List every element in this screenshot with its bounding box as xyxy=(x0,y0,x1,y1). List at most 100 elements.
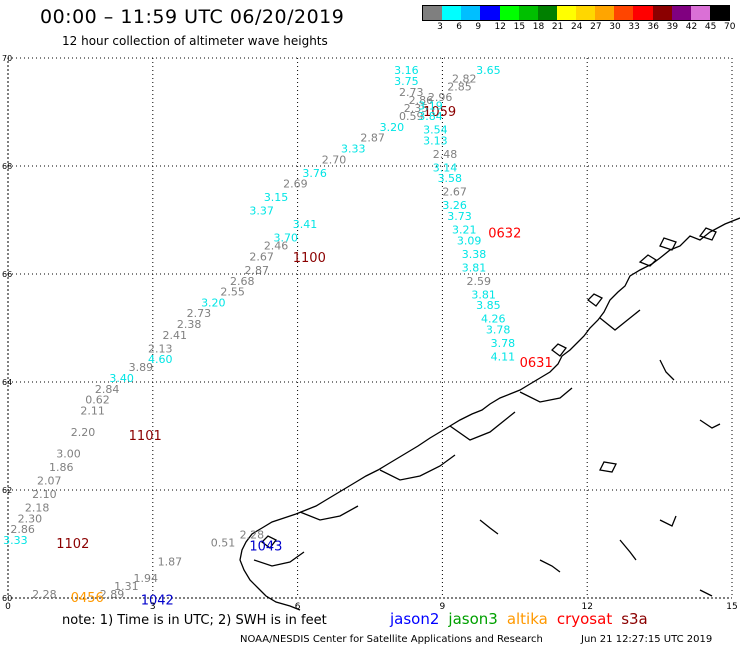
x-tick-label: 12 xyxy=(581,602,592,612)
swh-value: 1.86 xyxy=(49,461,74,474)
color-swatch xyxy=(595,6,615,20)
color-swatch xyxy=(480,6,500,20)
coastline-fjord-2 xyxy=(379,454,456,481)
swh-value: 2.70 xyxy=(322,153,347,166)
swh-value: 3.19 xyxy=(418,99,443,112)
color-scale-label: 15 xyxy=(513,22,526,32)
swh-value: 2.68 xyxy=(230,275,255,288)
swh-value: 3.40 xyxy=(109,372,134,385)
lake-6 xyxy=(479,519,499,535)
legend-entry-altika: altika xyxy=(506,610,548,628)
lake-1 xyxy=(599,461,617,473)
swh-value: 2.73 xyxy=(187,307,212,320)
color-scale-label: 36 xyxy=(647,22,659,32)
lake-2 xyxy=(659,515,677,527)
swh-value: 2.67 xyxy=(249,251,273,264)
color-swatch xyxy=(423,6,443,20)
color-scale-label: 18 xyxy=(532,22,545,32)
swh-value: 3.81 xyxy=(462,261,487,274)
pass-time-label: 1100 xyxy=(293,251,326,266)
swh-value: 2.20 xyxy=(71,426,96,439)
track-1059: 3.163.752.732.862.350.593.202.873.332.70… xyxy=(249,64,456,217)
swh-value: 3.09 xyxy=(457,234,482,247)
pass-time-label: 0456 xyxy=(71,591,104,606)
coastline-fjord-4 xyxy=(253,551,305,567)
swh-value: 3.89 xyxy=(129,361,154,374)
swh-value: 1.94 xyxy=(133,572,158,585)
swh-value: 3.84 xyxy=(418,110,443,123)
swh-value: 3.38 xyxy=(462,248,487,261)
color-scale-label: 33 xyxy=(628,22,640,32)
axis-tick-labels: 0 3 6 9 12 15 60 62 64 66 68 70 xyxy=(2,54,738,612)
color-scale-label: 70 xyxy=(724,22,736,32)
x-tick-label: 3 xyxy=(150,602,156,612)
coastline xyxy=(239,217,740,611)
coastline-fjord-6 xyxy=(519,387,573,403)
legend-entry-s3a: s3a xyxy=(621,610,648,628)
swh-value: 2.73 xyxy=(399,86,424,99)
swh-value: 3.70 xyxy=(273,232,298,245)
generated-timestamp: Jun 21 12:27:15 UTC 2019 xyxy=(581,634,713,645)
color-swatch xyxy=(614,6,634,20)
coastline-fjord-1 xyxy=(449,411,516,441)
swh-value: 2.28 xyxy=(240,529,265,542)
color-swatch xyxy=(499,6,519,20)
pass-time-label: 1102 xyxy=(56,537,89,552)
color-swatch xyxy=(652,6,672,20)
color-scale-label: 42 xyxy=(685,22,698,32)
pass-time-label: 1042 xyxy=(141,594,174,609)
swh-value: 3.20 xyxy=(201,296,226,309)
color-swatch xyxy=(709,6,729,20)
swh-value: 2.48 xyxy=(433,148,458,161)
color-scale-label: 12 xyxy=(494,22,506,32)
swh-value: 2.67 xyxy=(442,186,467,199)
swh-value: 3.15 xyxy=(264,191,289,204)
swh-value: 4.26 xyxy=(481,313,506,326)
pass-time-label: 1101 xyxy=(129,429,162,444)
pass-time-label: 0632 xyxy=(488,227,521,242)
swh-value: 2.35 xyxy=(404,102,429,115)
island-2 xyxy=(698,227,717,241)
pass-time-label: 0631 xyxy=(520,356,553,371)
island-4 xyxy=(551,343,567,357)
swh-value: 2.87 xyxy=(245,264,269,277)
swh-value: 2.55 xyxy=(220,286,245,299)
x-tick-label: 15 xyxy=(726,602,737,612)
swh-value: 3.14 xyxy=(433,161,458,174)
lake-5 xyxy=(699,589,713,597)
track-1100: 3.413.702.462.672.872.682.553.202.732.38… xyxy=(148,218,326,366)
swh-value: 2.18 xyxy=(25,502,50,515)
swh-value: 2.89 xyxy=(100,588,125,601)
swh-value: 3.76 xyxy=(302,167,327,180)
credit-text: NOAA/NESDIS Center for Satellite Applica… xyxy=(240,634,543,645)
swh-value: 4.11 xyxy=(491,350,515,363)
y-tick-label: 66 xyxy=(2,270,12,279)
swh-value: 2.86 xyxy=(409,94,434,107)
island-6 xyxy=(659,237,677,251)
units-note: note: 1) Time is in UTC; 2) SWH is in fe… xyxy=(62,613,327,628)
island-5 xyxy=(261,535,277,549)
swh-value: 3.41 xyxy=(293,218,318,231)
color-scale-label: 27 xyxy=(590,22,602,32)
swh-value: 3.58 xyxy=(438,172,463,185)
swh-value: 2.41 xyxy=(162,329,187,342)
swh-value: 1.87 xyxy=(158,556,183,569)
swh-value: 2.85 xyxy=(447,80,472,93)
track-1042: 1042 xyxy=(141,594,174,609)
pass-time-label: 1043 xyxy=(249,540,282,555)
swh-value: 2.30 xyxy=(18,512,43,525)
legend-entry-jason3: jason3 xyxy=(448,610,498,628)
color-scale-label: 3 xyxy=(437,22,443,32)
swh-value: 2.10 xyxy=(32,488,57,501)
x-tick-label: 0 xyxy=(5,602,11,612)
lake-3 xyxy=(539,559,561,573)
color-swatch xyxy=(556,6,576,20)
swh-value: 0.62 xyxy=(85,394,110,407)
color-scale-label: 45 xyxy=(704,22,717,32)
swh-value: 1.31 xyxy=(114,580,139,593)
track-1102: 2.182.302.863.33 1102 xyxy=(3,502,89,552)
color-swatch xyxy=(576,6,596,20)
